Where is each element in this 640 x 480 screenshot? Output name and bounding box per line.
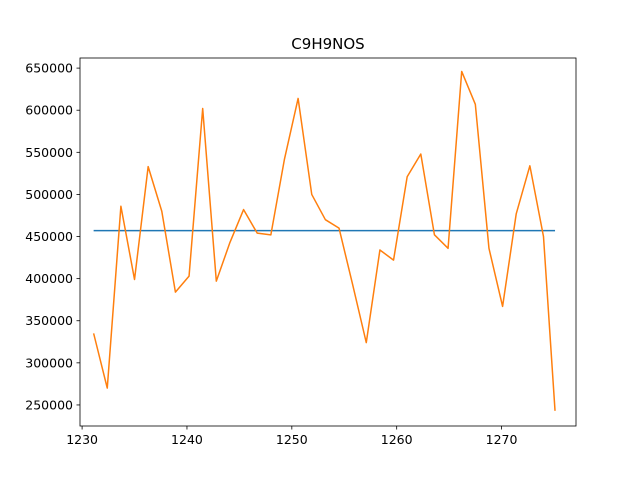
axis-layer: 1230 1240 1250 1260 1270 250000 300000 350000 40… [25, 57, 577, 447]
y-tick-label: 500000 [25, 187, 73, 202]
x-tick-label: 1230 [66, 432, 98, 447]
y-tick-label: 600000 [25, 103, 73, 118]
chart-title: C9H9NOS [291, 35, 364, 53]
series-line-2 [92, 70, 556, 411]
y-tick-label: 250000 [25, 397, 73, 412]
series-layer [92, 70, 556, 411]
y-tick-label: 550000 [25, 145, 73, 160]
y-tick-label: 650000 [25, 61, 73, 76]
y-tick-label: 350000 [25, 313, 73, 328]
x-tick-label: 1250 [276, 432, 308, 447]
y-tick-label: 300000 [25, 355, 73, 370]
x-tick-label: 1240 [171, 432, 203, 447]
y-tick-label: 450000 [25, 229, 73, 244]
x-tick-label: 1260 [381, 432, 413, 447]
y-tick-label: 400000 [25, 271, 73, 286]
plot-frame [79, 57, 577, 427]
x-tick-label: 1270 [486, 432, 518, 447]
